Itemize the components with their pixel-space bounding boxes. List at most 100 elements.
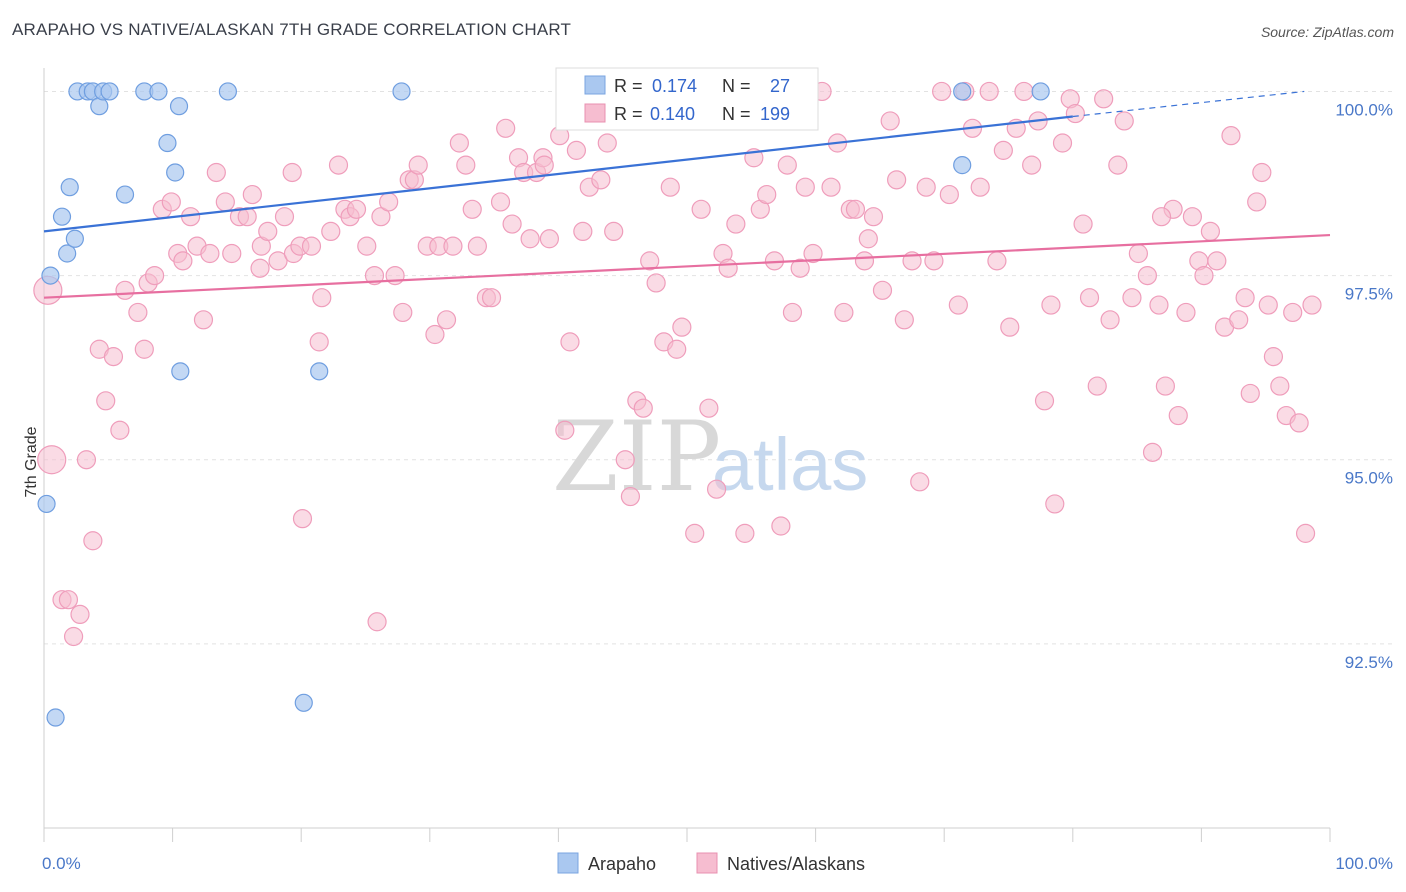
arapaho-point-19: [171, 362, 190, 381]
natives-n-value: 199: [760, 104, 790, 124]
natives-point-105: [726, 214, 746, 234]
natives-point-148: [1034, 391, 1055, 411]
chart-source: Source: ZipAtlas.com: [1260, 24, 1394, 40]
natives-point-69: [490, 192, 511, 212]
natives-point-172: [1194, 265, 1214, 286]
natives-point-156: [1087, 376, 1107, 396]
y-tick-label-3: 100.0%: [1335, 100, 1393, 119]
natives-point-11: [110, 420, 130, 440]
arapaho-point-26: [1031, 82, 1050, 101]
natives-point-97: [672, 317, 692, 337]
natives-point-168: [1168, 405, 1188, 426]
natives-point-99: [685, 523, 705, 543]
natives-point-100: [691, 199, 711, 219]
natives-point-70: [496, 118, 516, 138]
natives-point-74: [520, 229, 540, 249]
natives-point-95: [660, 177, 680, 197]
natives-point-33: [258, 221, 278, 242]
natives-point-6: [76, 450, 97, 470]
natives-point-163: [1137, 265, 1157, 286]
natives-point-48: [357, 236, 377, 256]
natives-point-166: [1155, 376, 1175, 396]
natives-point-173: [1200, 221, 1221, 242]
natives-point-42: [312, 288, 332, 308]
natives-point-187: [1289, 413, 1309, 433]
legend-arapaho-label: Arapaho: [588, 854, 656, 874]
natives-point-91: [633, 398, 653, 418]
natives-point-178: [1235, 288, 1255, 308]
natives-point-27: [222, 243, 242, 264]
natives-point-164: [1142, 442, 1163, 462]
natives-point-83: [573, 221, 593, 242]
natives-point-181: [1252, 162, 1272, 183]
arapaho-point-13: [115, 185, 135, 204]
natives-point-18: [161, 192, 181, 212]
natives-point-151: [1052, 133, 1073, 153]
natives-point-162: [1128, 243, 1148, 264]
natives-r-value: 0.140: [650, 104, 695, 124]
natives-point-176: [1221, 126, 1241, 146]
natives-point-154: [1073, 214, 1093, 234]
natives-point-86: [597, 133, 617, 153]
arapaho-point-2: [46, 708, 65, 727]
natives-point-9: [96, 391, 116, 411]
arapaho-point-21: [294, 693, 313, 712]
natives-point-4: [63, 626, 84, 647]
natives-point-146: [1022, 155, 1042, 175]
natives-point-71: [502, 214, 522, 234]
watermark-atlas: atlas: [712, 423, 868, 506]
natives-point-51: [371, 207, 391, 227]
natives-point-124: [858, 229, 878, 249]
arapaho-point-25: [953, 156, 972, 175]
arapaho-point-6: [65, 229, 84, 248]
natives-swatch: [584, 103, 606, 123]
natives-point-135: [939, 184, 959, 205]
arapaho-r-value: 0.174: [652, 76, 697, 96]
arapaho-points: [37, 82, 1050, 727]
natives-point-170: [1182, 207, 1202, 227]
natives-points: [33, 81, 1322, 647]
natives-point-145: [1014, 81, 1034, 102]
natives-point-1: [37, 445, 67, 475]
y-tick-label-1: 95.0%: [1345, 469, 1393, 488]
natives-point-92: [640, 251, 660, 271]
natives-point-179: [1240, 383, 1260, 404]
arapaho-point-20: [218, 82, 237, 101]
natives-point-190: [1151, 207, 1172, 227]
natives-point-184: [1270, 376, 1290, 396]
natives-point-24: [200, 243, 220, 264]
natives-point-62: [443, 236, 463, 256]
x-tick-label-0: 0.0%: [42, 854, 81, 873]
natives-point-159: [1108, 155, 1128, 175]
natives-point-89: [620, 486, 641, 507]
natives-point-16: [144, 265, 165, 286]
natives-point-52: [379, 192, 399, 212]
natives-point-169: [1176, 302, 1196, 323]
natives-point-139: [970, 177, 990, 197]
natives-point-133: [924, 251, 944, 271]
natives-point-7: [83, 531, 103, 551]
natives-point-63: [449, 133, 469, 153]
y-tick-label-2: 97.5%: [1345, 285, 1393, 304]
natives-point-30: [242, 184, 262, 205]
natives-point-41: [309, 332, 329, 352]
natives-point-188: [1295, 523, 1316, 543]
natives-point-64: [456, 155, 476, 175]
arapaho-n-value: 27: [770, 76, 790, 96]
natives-point-26: [215, 192, 235, 212]
natives-point-47: [346, 199, 367, 219]
natives-point-157: [1094, 89, 1114, 109]
natives-r-label: R =: [614, 104, 643, 124]
natives-point-143: [1000, 317, 1020, 337]
arapaho-point-3: [52, 207, 72, 226]
arapaho-trend-extension: [1072, 90, 1305, 118]
natives-point-128: [887, 170, 907, 190]
y-axis-label: 7th Grade: [23, 426, 40, 497]
natives-point-87: [604, 221, 624, 242]
grid-lines: [44, 90, 1395, 645]
natives-point-50: [367, 612, 387, 632]
arapaho-n-label: N =: [722, 76, 751, 96]
arapaho-point-24: [953, 82, 972, 101]
natives-point-96: [667, 339, 687, 359]
